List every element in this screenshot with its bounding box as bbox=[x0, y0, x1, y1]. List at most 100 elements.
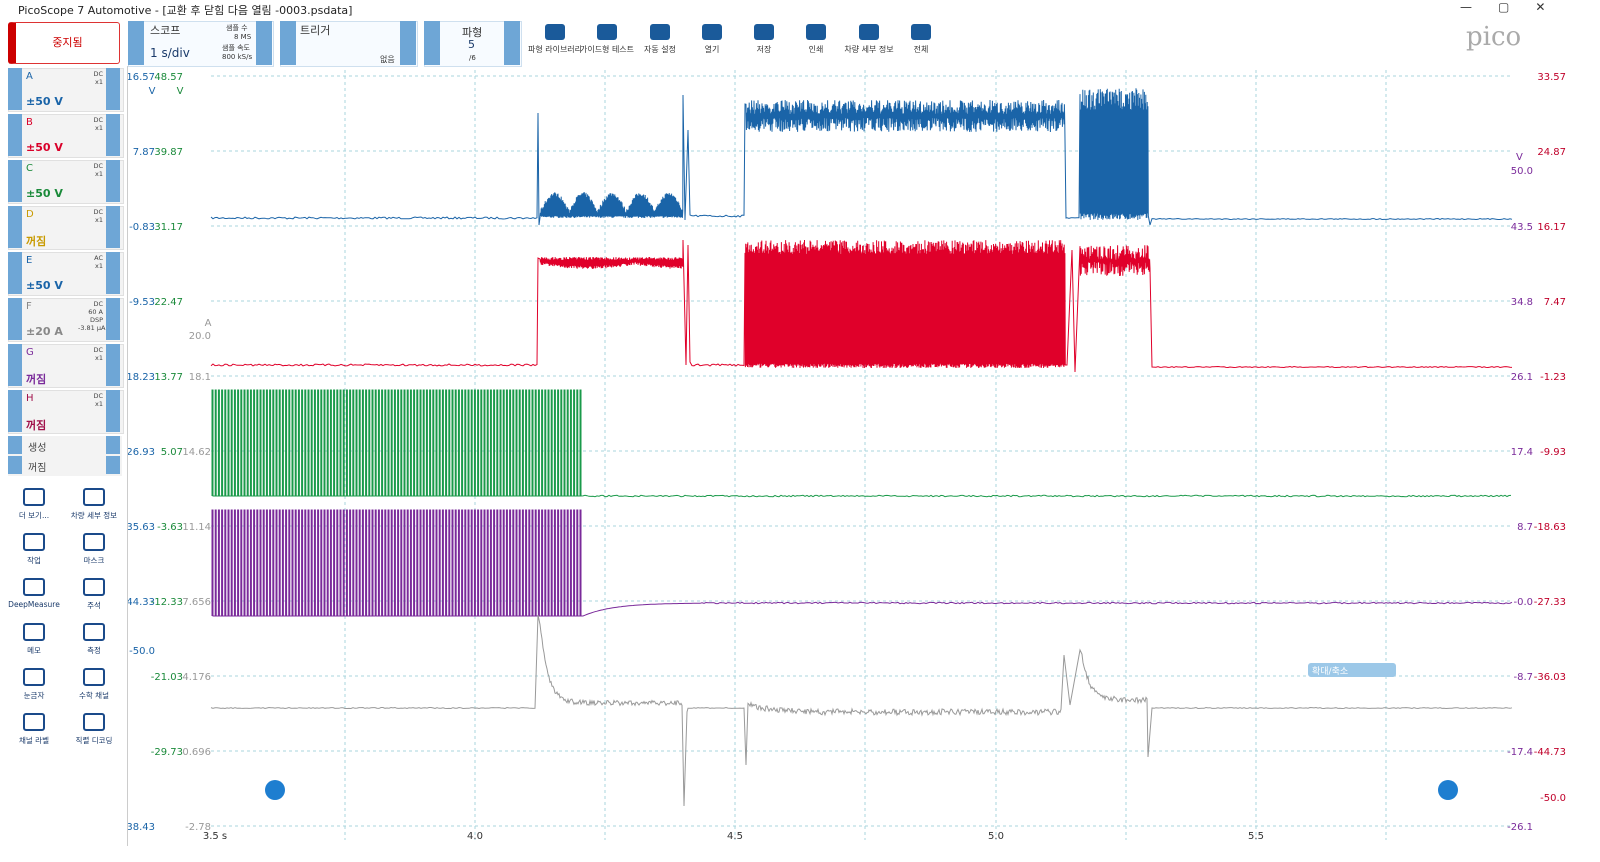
axis-label: 24.87 bbox=[1537, 147, 1566, 158]
minus-button[interactable] bbox=[8, 160, 22, 202]
trigger-mode: 없음 bbox=[380, 55, 395, 64]
zoom-label: 확대/축소 bbox=[1312, 665, 1348, 677]
toolbar-icon bbox=[859, 24, 879, 40]
channel-detail: x1 bbox=[95, 78, 103, 86]
axis-label: -44.73 bbox=[1534, 747, 1566, 758]
axis-label-a: 7.87 bbox=[133, 147, 155, 158]
plus-button[interactable] bbox=[106, 206, 120, 248]
minus-button[interactable] bbox=[280, 21, 296, 65]
tool-icon bbox=[83, 578, 105, 596]
tool-label: 차량 세부 정보 bbox=[70, 511, 118, 520]
minus-button[interactable] bbox=[8, 206, 22, 248]
plus-button[interactable] bbox=[256, 21, 272, 65]
plus-button[interactable] bbox=[504, 21, 520, 65]
axis-label-a: 16.57 bbox=[128, 72, 155, 83]
channel-letter: B bbox=[26, 117, 33, 128]
plus-button[interactable] bbox=[106, 160, 120, 202]
axis-label-a: -18.23 bbox=[128, 372, 155, 383]
channel-range: 꺼짐 bbox=[26, 373, 47, 386]
axis-label: -27.33 bbox=[1534, 597, 1566, 608]
x-axis-label: 5.0 bbox=[988, 831, 1004, 842]
tool-label: 수학 채널 bbox=[79, 691, 109, 700]
channel-detail: x1 bbox=[95, 262, 103, 270]
tool-label: 채널 라벨 bbox=[19, 736, 49, 745]
plus-button[interactable] bbox=[106, 252, 120, 294]
minus-button[interactable] bbox=[128, 21, 144, 65]
plus-button[interactable] bbox=[400, 21, 416, 65]
axis-label: 34.8 bbox=[1511, 297, 1533, 308]
axis-label: -9.93 bbox=[1540, 447, 1566, 458]
tool-icon bbox=[83, 623, 105, 641]
axis-label: 16.17 bbox=[1537, 222, 1566, 233]
nav-button[interactable] bbox=[265, 780, 285, 800]
channel-detail: x1 bbox=[95, 354, 103, 362]
plus-button[interactable] bbox=[106, 436, 120, 454]
axis-label: -18.63 bbox=[1534, 522, 1566, 533]
trace-c bbox=[211, 389, 1512, 498]
minus-button[interactable] bbox=[8, 436, 22, 454]
window-title: PicoScope 7 Automotive - [교환 후 닫힘 다음 열림 … bbox=[18, 4, 353, 17]
toolbar-button-label: 가이드형 테스트 bbox=[579, 45, 635, 54]
channel-box[interactable] bbox=[8, 68, 124, 112]
pico-logo: pico bbox=[1466, 22, 1522, 52]
channel-box[interactable] bbox=[8, 206, 124, 250]
samples-label: 샘플 수 bbox=[226, 24, 248, 32]
axis-label: -26.1 bbox=[1507, 822, 1533, 833]
channel-box[interactable] bbox=[8, 390, 124, 434]
plus-button[interactable] bbox=[106, 456, 120, 474]
axis-label-c: -12.33 bbox=[151, 597, 183, 608]
plus-button[interactable] bbox=[106, 114, 120, 156]
channel-detail: x1 bbox=[95, 170, 103, 178]
toolbar-icon bbox=[545, 24, 565, 40]
trigger-label: 트리거 bbox=[300, 24, 331, 37]
tool-icon bbox=[83, 668, 105, 686]
minus-button[interactable] bbox=[8, 68, 22, 110]
toolbar-icon bbox=[650, 24, 670, 40]
channel-detail: x1 bbox=[95, 124, 103, 132]
nav-button[interactable] bbox=[1438, 780, 1458, 800]
axis-label-a: -35.63 bbox=[128, 522, 155, 533]
plus-button[interactable] bbox=[106, 390, 120, 432]
minus-button[interactable] bbox=[8, 344, 22, 386]
channel-box[interactable] bbox=[8, 114, 124, 158]
channel-detail: DC bbox=[93, 70, 103, 78]
minus-button[interactable] bbox=[8, 456, 22, 474]
toolbar-icon bbox=[702, 24, 722, 40]
tool-label: 측정 bbox=[87, 646, 101, 655]
minus-button[interactable] bbox=[424, 21, 440, 65]
plus-button[interactable] bbox=[106, 68, 120, 110]
tool-icon bbox=[83, 713, 105, 731]
minus-button[interactable] bbox=[8, 298, 22, 340]
plus-button[interactable] bbox=[106, 298, 120, 340]
tool-icon bbox=[23, 713, 45, 731]
axis-label-math: 4.176 bbox=[182, 672, 211, 683]
axis-label: 8.7 bbox=[1517, 522, 1533, 533]
stop-button[interactable]: 중지됨 bbox=[8, 22, 120, 64]
axis-label-c: 5.07 bbox=[161, 447, 183, 458]
minus-button[interactable] bbox=[8, 252, 22, 294]
tool-label: 메모 bbox=[27, 646, 41, 655]
toolbar-button-label: 차량 세부 정보 bbox=[844, 45, 894, 54]
axis-label: -50.0 bbox=[129, 646, 155, 657]
minus-button[interactable] bbox=[8, 114, 22, 156]
zoom-widget[interactable] bbox=[1308, 663, 1396, 677]
plus-button[interactable] bbox=[106, 344, 120, 386]
toolbar-icon bbox=[911, 24, 931, 40]
tool-icon bbox=[23, 623, 45, 641]
channel-letter: F bbox=[26, 301, 32, 312]
channel-detail: DC bbox=[93, 300, 103, 308]
channel-box[interactable] bbox=[8, 160, 124, 204]
channel-detail: DC bbox=[93, 162, 103, 170]
generator-box[interactable] bbox=[8, 436, 122, 476]
channel-box[interactable] bbox=[8, 252, 124, 296]
channel-box[interactable] bbox=[8, 298, 124, 342]
channel-detail: DC bbox=[93, 116, 103, 124]
axis-label: 7.47 bbox=[1544, 297, 1566, 308]
x-axis-label: 5.5 bbox=[1248, 831, 1264, 842]
axis-label-math: 14.62 bbox=[182, 447, 211, 458]
channel-detail: AC bbox=[94, 254, 103, 262]
channel-box[interactable] bbox=[8, 344, 124, 388]
channel-letter: G bbox=[26, 347, 34, 358]
minus-button[interactable] bbox=[8, 390, 22, 432]
channel-range: 꺼짐 bbox=[26, 235, 47, 248]
